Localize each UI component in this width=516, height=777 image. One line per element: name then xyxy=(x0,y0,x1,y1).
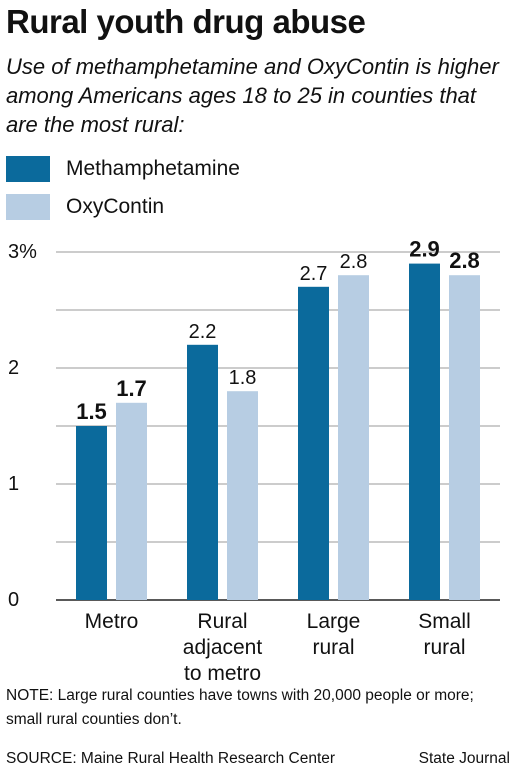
legend: Methamphetamine OxyContin xyxy=(6,156,240,232)
chart-subtitle: Use of methamphetamine and OxyContin is … xyxy=(6,54,499,137)
bar-oxycontin xyxy=(227,391,258,600)
y-tick-label: 0 xyxy=(8,589,19,611)
bar-value-label: 1.5 xyxy=(76,399,107,424)
x-category-label: rural xyxy=(423,636,465,659)
x-category-label: Small xyxy=(418,610,471,633)
x-category-label: to metro xyxy=(184,662,261,682)
bar-oxycontin xyxy=(449,275,480,600)
bar-value-label: 2.8 xyxy=(340,251,368,273)
x-category-label: rural xyxy=(312,636,354,659)
chart-credit: State Journal xyxy=(418,750,510,767)
y-tick-label: 3% xyxy=(8,241,37,263)
bar-value-label: 2.7 xyxy=(300,263,328,285)
x-category-label: adjacent xyxy=(183,636,263,659)
bar-value-label: 2.2 xyxy=(189,321,217,343)
legend-swatch-oxycontin xyxy=(6,194,50,220)
bar-oxycontin xyxy=(338,275,369,600)
bar-chart: 0 1 2 3% 1.5 1.7 Metro 2.2 1.8 Rural adjacent to me… xyxy=(8,237,500,682)
x-category-label: Metro xyxy=(85,610,139,633)
bar-methamphetamine xyxy=(409,263,440,600)
bar-value-label: 2.9 xyxy=(409,237,440,262)
chart-note: NOTE: Large rural counties have towns wi… xyxy=(6,687,474,728)
chart-title: Rural youth drug abuse xyxy=(6,3,366,40)
bar-methamphetamine xyxy=(76,426,107,600)
bar-methamphetamine xyxy=(298,286,329,600)
legend-label-oxycontin: OxyContin xyxy=(66,195,165,218)
y-tick-label: 2 xyxy=(8,357,19,379)
legend-label-methamphetamine: Methamphetamine xyxy=(66,157,240,180)
bar-value-label: 1.8 xyxy=(229,367,257,389)
y-tick-label: 1 xyxy=(8,473,19,495)
chart-source: SOURCE: Maine Rural Health Research Cent… xyxy=(6,750,336,767)
legend-item-methamphetamine: Methamphetamine xyxy=(6,156,240,182)
x-category-label: Large xyxy=(307,610,361,633)
bar-value-label: 2.8 xyxy=(449,248,480,273)
bar-oxycontin xyxy=(116,402,147,600)
legend-swatch-methamphetamine xyxy=(6,156,50,182)
bar-methamphetamine xyxy=(187,344,218,600)
legend-item-oxycontin: OxyContin xyxy=(6,194,240,220)
x-category-label: Rural xyxy=(197,610,247,633)
bar-value-label: 1.7 xyxy=(116,376,147,401)
